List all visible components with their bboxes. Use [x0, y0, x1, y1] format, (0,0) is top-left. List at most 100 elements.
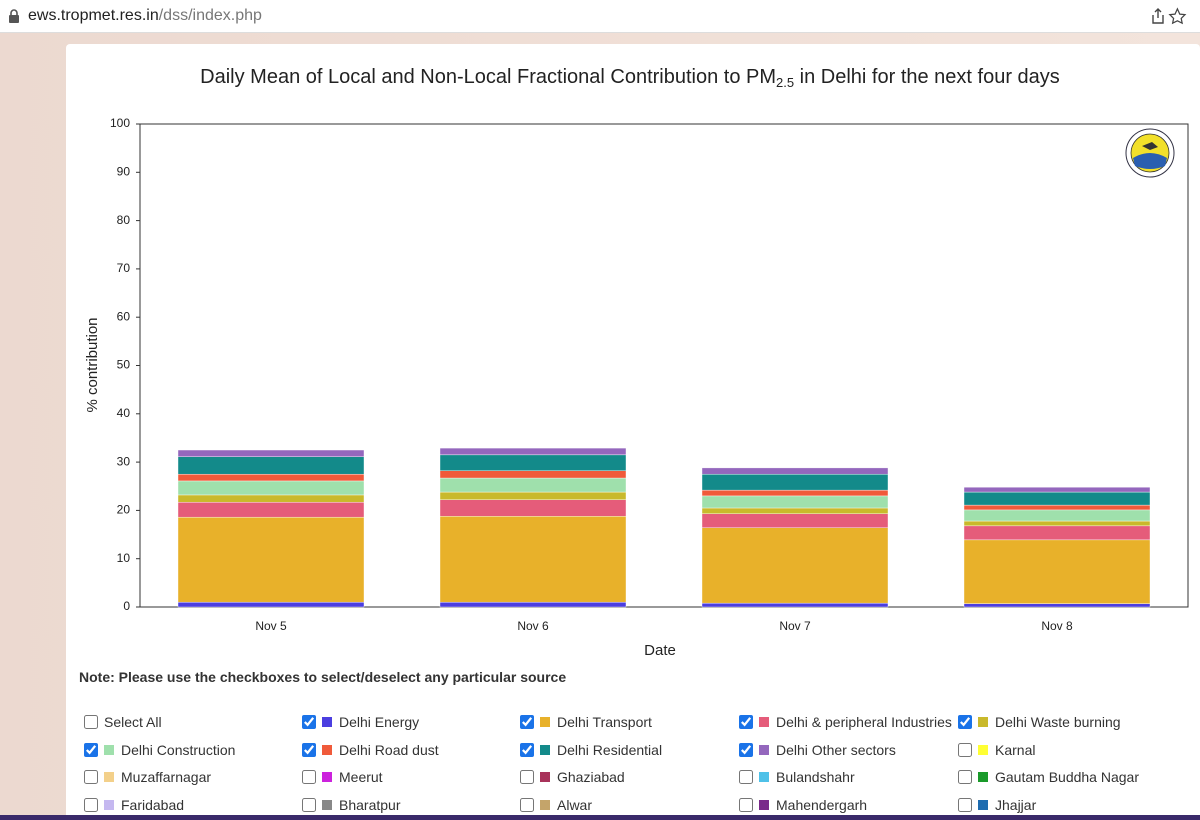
checkbox[interactable]	[739, 715, 753, 729]
source-name: Delhi Other sectors	[776, 742, 896, 758]
source-name: Faridabad	[121, 797, 185, 813]
color-swatch	[978, 772, 988, 782]
y-tick-label: 40	[117, 406, 131, 420]
color-swatch	[322, 772, 332, 782]
checkbox[interactable]	[739, 770, 753, 784]
source-option[interactable]: Bulandshahr	[739, 768, 855, 786]
source-name: Alwar	[557, 797, 593, 813]
source-option[interactable]: Bharatpur	[302, 796, 400, 814]
source-option[interactable]: Delhi Energy	[302, 713, 419, 731]
checkbox[interactable]	[739, 743, 753, 757]
checkbox[interactable]	[302, 715, 316, 729]
bar-segment	[963, 525, 1151, 541]
source-name: Select All	[104, 714, 162, 730]
chart: Daily Mean of Local and Non-Local Fracti…	[84, 66, 1189, 659]
bar-segment	[701, 527, 889, 604]
color-swatch	[540, 745, 550, 755]
url[interactable]: ews.tropmet.res.in/dss/index.php	[28, 7, 262, 25]
bar-segment	[701, 513, 889, 528]
color-swatch	[104, 772, 114, 782]
bar-segment	[439, 601, 627, 608]
checkbox[interactable]	[302, 770, 316, 784]
source-option[interactable]: Select All	[84, 713, 162, 731]
bar-segment	[439, 447, 627, 456]
logo	[1125, 128, 1175, 178]
url-host: ews.tropmet.res.in	[28, 7, 159, 24]
source-option[interactable]: Delhi Construction	[84, 741, 235, 759]
title-main: Daily Mean of Local and Non-Local Fracti…	[200, 66, 776, 88]
color-swatch	[978, 745, 988, 755]
color-swatch	[759, 800, 769, 810]
x-tick-label: Nov 8	[1041, 619, 1073, 633]
bar-segment	[439, 499, 627, 517]
source-name: Gautam Buddha Nagar	[995, 769, 1139, 785]
source-option[interactable]: Karnal	[958, 741, 1035, 759]
source-option[interactable]: Delhi Road dust	[302, 741, 439, 759]
source-name: Muzaffarnagar	[121, 769, 212, 785]
checkbox[interactable]	[520, 798, 534, 812]
bar-segment	[439, 515, 627, 603]
color-swatch	[322, 800, 332, 810]
x-tick-label: Nov 6	[517, 619, 549, 633]
checkbox[interactable]	[520, 715, 534, 729]
source-name: Delhi Waste burning	[995, 714, 1121, 730]
address-bar: ews.tropmet.res.in/dss/index.php	[0, 0, 1200, 33]
checkbox[interactable]	[520, 770, 534, 784]
bar-segment	[963, 491, 1151, 506]
bar-segment	[177, 473, 365, 482]
checkbox[interactable]	[84, 743, 98, 757]
source-name: Bharatpur	[339, 797, 401, 813]
source-option[interactable]: Mahendergarh	[739, 796, 867, 814]
bar-segment	[701, 467, 889, 475]
bar-segment	[701, 489, 889, 497]
source-option[interactable]: Delhi Transport	[520, 713, 652, 731]
checkbox[interactable]	[520, 743, 534, 757]
checkbox[interactable]	[958, 770, 972, 784]
bar-segment	[963, 487, 1151, 493]
checkbox[interactable]	[958, 715, 972, 729]
checkbox[interactable]	[958, 743, 972, 757]
source-name: Delhi Road dust	[339, 742, 439, 758]
bar-segment	[963, 520, 1151, 527]
bottom-strip	[0, 815, 1200, 820]
source-option[interactable]: Ghaziabad	[520, 768, 625, 786]
browser-icons	[1152, 7, 1187, 25]
color-swatch	[540, 772, 550, 782]
source-name: Delhi Transport	[557, 714, 652, 730]
checkbox[interactable]	[739, 798, 753, 812]
checkbox[interactable]	[84, 798, 98, 812]
source-option[interactable]: Meerut	[302, 768, 383, 786]
source-option[interactable]: Delhi Residential	[520, 741, 662, 759]
checkbox[interactable]	[84, 715, 98, 729]
bar-segment	[963, 539, 1151, 604]
source-option[interactable]: Delhi Waste burning	[958, 713, 1121, 731]
y-tick-label: 100	[110, 116, 130, 130]
source-name: Delhi & peripheral Industries	[776, 714, 952, 730]
checkbox[interactable]	[302, 798, 316, 812]
title-rest: in Delhi for the next four days	[794, 66, 1060, 88]
lock-icon	[9, 9, 19, 23]
source-option[interactable]: Jhajjar	[958, 796, 1036, 814]
checkbox[interactable]	[958, 798, 972, 812]
source-option[interactable]: Muzaffarnagar	[84, 768, 211, 786]
chart-title: Daily Mean of Local and Non-Local Fracti…	[200, 66, 1060, 90]
bar-segment	[701, 507, 889, 514]
source-option[interactable]: Alwar	[520, 796, 592, 814]
source-option[interactable]: Faridabad	[84, 796, 184, 814]
color-swatch	[104, 745, 114, 755]
bar-segment	[177, 456, 365, 475]
source-option[interactable]: Gautam Buddha Nagar	[958, 768, 1139, 786]
bar-segment	[963, 509, 1151, 522]
color-swatch	[322, 745, 332, 755]
source-option[interactable]: Delhi Other sectors	[739, 741, 896, 759]
x-tick-label: Nov 5	[255, 619, 287, 633]
note: Note: Please use the checkboxes to selec…	[79, 669, 567, 685]
color-swatch	[978, 717, 988, 727]
source-name: Meerut	[339, 769, 383, 785]
source-option[interactable]: Delhi & peripheral Industries	[739, 713, 952, 731]
checkbox[interactable]	[302, 743, 316, 757]
y-tick-label: 30	[117, 454, 131, 468]
bar-segment	[701, 495, 889, 509]
checkbox[interactable]	[84, 770, 98, 784]
